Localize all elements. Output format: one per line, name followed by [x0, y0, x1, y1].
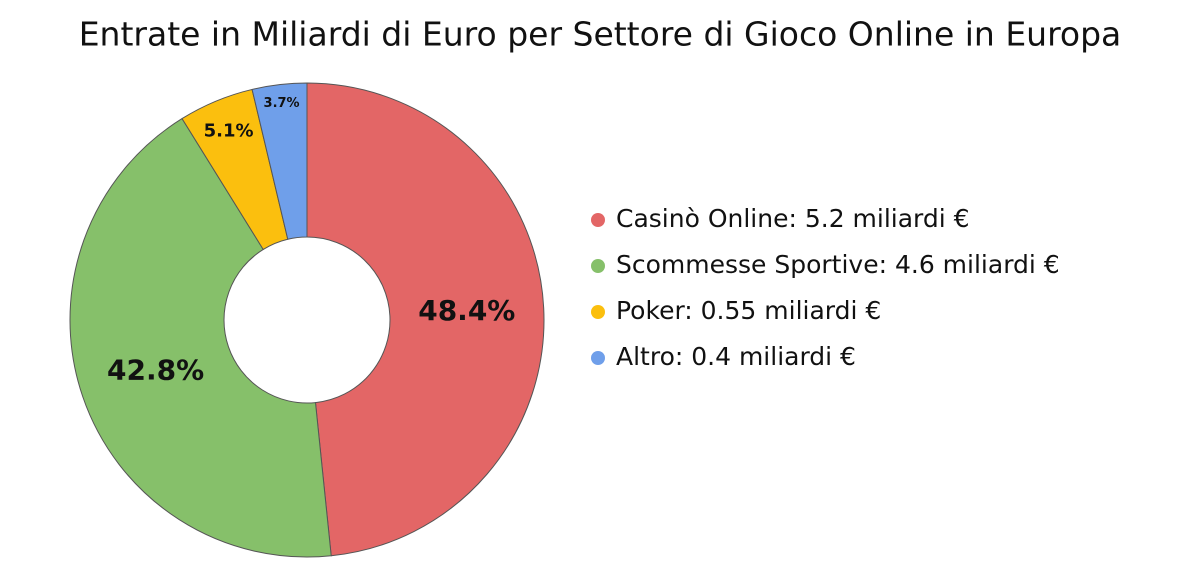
slice-label: 42.8% [107, 354, 204, 387]
slice-label: 48.4% [418, 294, 515, 327]
legend-label: Altro: 0.4 miliardi € [616, 342, 856, 371]
legend-label: Scommesse Sportive: 4.6 miliardi € [616, 250, 1060, 279]
legend-marker [591, 305, 605, 319]
chart-title: Entrate in Miliardi di Euro per Settore … [79, 15, 1122, 54]
legend-label: Poker: 0.55 miliardi € [616, 296, 881, 325]
donut-slice [251, 82, 308, 240]
legend-marker [591, 259, 605, 273]
donut-slice [306, 82, 545, 557]
slice-label: 5.1% [204, 121, 254, 142]
legend-label: Casinò Online: 5.2 miliardi € [616, 204, 970, 233]
legend-marker [591, 213, 605, 227]
legend-marker [591, 351, 605, 365]
slice-label: 3.7% [264, 96, 300, 111]
donut-slice [69, 117, 332, 558]
